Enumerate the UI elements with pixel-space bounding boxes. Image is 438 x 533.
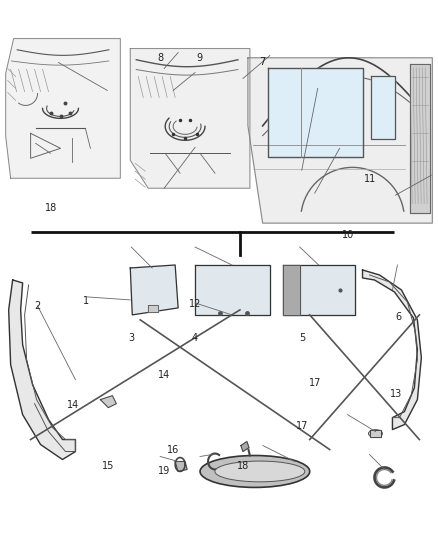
Polygon shape bbox=[175, 462, 187, 472]
Polygon shape bbox=[371, 77, 396, 139]
Text: 19: 19 bbox=[158, 466, 170, 476]
Polygon shape bbox=[410, 63, 430, 213]
Text: 14: 14 bbox=[67, 400, 79, 410]
Text: 3: 3 bbox=[129, 333, 135, 343]
Text: 14: 14 bbox=[158, 370, 170, 381]
Polygon shape bbox=[268, 68, 363, 157]
Text: 13: 13 bbox=[390, 389, 402, 399]
Text: 7: 7 bbox=[260, 57, 266, 67]
Text: 18: 18 bbox=[237, 461, 249, 471]
Text: 11: 11 bbox=[364, 174, 376, 184]
Ellipse shape bbox=[368, 430, 382, 438]
Polygon shape bbox=[130, 49, 250, 188]
Polygon shape bbox=[241, 441, 249, 451]
Polygon shape bbox=[148, 305, 158, 312]
Polygon shape bbox=[283, 265, 355, 315]
Text: 17: 17 bbox=[309, 378, 321, 389]
Text: 9: 9 bbox=[196, 53, 202, 62]
Text: 4: 4 bbox=[192, 333, 198, 343]
Text: 2: 2 bbox=[35, 301, 41, 311]
Polygon shape bbox=[195, 265, 270, 315]
Polygon shape bbox=[283, 265, 300, 315]
Polygon shape bbox=[6, 38, 120, 178]
Text: 17: 17 bbox=[296, 421, 308, 431]
Polygon shape bbox=[363, 270, 421, 430]
Ellipse shape bbox=[215, 461, 305, 482]
Text: 5: 5 bbox=[299, 333, 305, 343]
Text: 18: 18 bbox=[45, 203, 57, 213]
Polygon shape bbox=[100, 395, 117, 408]
Polygon shape bbox=[9, 280, 75, 459]
Text: 6: 6 bbox=[395, 312, 401, 322]
Text: 12: 12 bbox=[189, 298, 201, 309]
Ellipse shape bbox=[200, 456, 310, 487]
Text: 1: 1 bbox=[83, 296, 89, 306]
Polygon shape bbox=[370, 430, 381, 437]
Text: 15: 15 bbox=[102, 461, 114, 471]
Text: 8: 8 bbox=[157, 53, 163, 62]
Text: 10: 10 bbox=[342, 230, 354, 240]
Text: 16: 16 bbox=[167, 445, 179, 455]
Polygon shape bbox=[130, 265, 178, 315]
Polygon shape bbox=[248, 58, 432, 223]
